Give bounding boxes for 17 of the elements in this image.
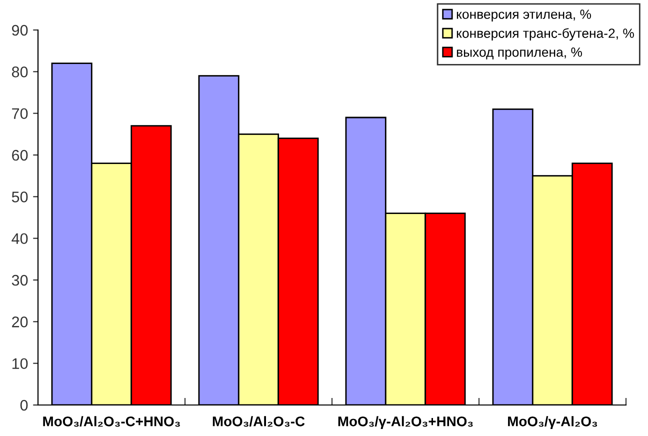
y-tick-label: 20 [12,316,28,328]
x-tick-label: MoO₃/γ-Al₂O₃+HNO₃ [338,416,473,430]
y-tick-label: 70 [12,108,28,120]
legend-label: конверсия транс-бутена-2, % [456,28,634,41]
x-tick-label: MoO₃/Al₂O₃-C [212,416,305,427]
y-tick-label: 90 [12,24,28,36]
y-tick-label: 0 [20,400,28,411]
x-tick-label: MoO₃/γ-Al₂O₃ [508,416,598,430]
y-tick-label: 60 [12,150,28,161]
y-tick-label: 50 [12,192,28,202]
legend-label: конверсия этилена, % [456,10,592,22]
y-tick-label: 30 [12,274,28,286]
y-tick-label: 40 [12,233,28,244]
x-tick-label: MoO₃/Al₂O₃-C+HNO₃ [43,416,180,427]
y-tick-label: 80 [12,66,28,78]
legend-label: выход пропилена, % [456,48,582,60]
y-tick-label: 10 [12,358,28,370]
